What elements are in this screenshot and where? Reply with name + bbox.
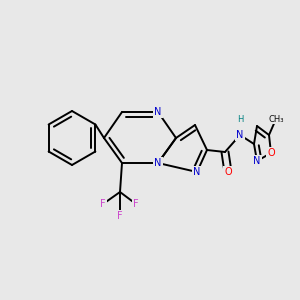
Text: CH₃: CH₃ [268,115,284,124]
Text: F: F [117,211,123,221]
Text: O: O [224,167,232,177]
Text: H: H [237,116,243,124]
Text: O: O [267,148,275,158]
Text: N: N [154,158,162,168]
Text: F: F [100,199,106,209]
Text: N: N [236,130,244,140]
Text: N: N [193,167,201,177]
Text: N: N [154,107,162,117]
Text: N: N [253,156,261,166]
Text: F: F [133,199,139,209]
